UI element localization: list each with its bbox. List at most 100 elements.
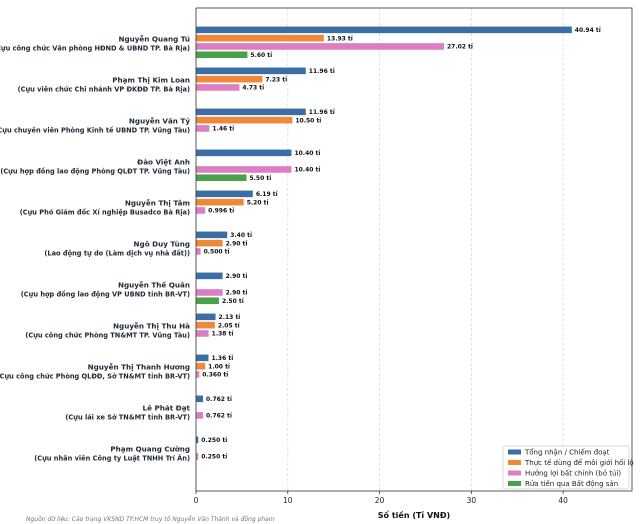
data-label: 10.50 tỉ [295,117,321,124]
category-name: Phạm Thị Kim Loan [112,75,190,84]
bar [196,190,253,198]
data-label: 0.762 tỉ [206,396,232,403]
legend-label: Thực tế dùng để môi giới hối lộ [524,458,634,467]
category-name: Nguyễn Quang Tú [118,34,190,43]
x-tick-label: 40 [558,496,568,505]
data-label: 0.996 tỉ [208,208,234,215]
data-label: 1.38 tỉ [212,331,234,338]
x-axis-label: Số tiền (Tỉ VNĐ) [378,510,450,520]
x-tick-label: 20 [375,496,385,505]
category-role: (Cựu chuyên viên Phòng Kinh tế UBND TP. … [0,125,190,134]
data-label: 3.40 tỉ [230,232,252,239]
category-name: Nguyễn Thị Thu Hà [113,321,190,330]
legend-swatch [508,470,521,476]
data-label: 11.96 tỉ [309,109,335,116]
data-label: 10.40 tỉ [294,167,320,174]
bar [196,453,199,460]
data-label: 2.90 tỉ [226,240,248,247]
x-tick-label: 30 [467,496,477,505]
data-label: 2.50 tỉ [222,298,244,305]
bar [196,239,223,247]
data-label: 27.02 tỉ [447,44,473,51]
data-label: 0.250 tỉ [201,454,227,461]
data-label: 6.19 tỉ [256,191,278,198]
bar [196,108,306,116]
bar [196,149,292,157]
bar [196,297,219,305]
bar [196,125,210,132]
category-labels: Nguyễn Quang Tú(Cựu công chức Văn phòng … [0,34,191,462]
data-labels: 40.94 tỉ 13.93 tỉ 27.02 tỉ 5.60 tỉ 11.96 tỉ 7… [201,27,600,461]
bar [196,412,203,419]
data-label: 13.93 tỉ [327,35,353,42]
bar [196,321,215,329]
data-label: 4.73 tỉ [242,85,264,92]
bar [196,51,248,59]
bars [196,26,572,460]
legend-label: Rửa tiền qua Bất động sản [525,480,618,488]
bar [196,75,263,83]
legend-swatch [508,481,521,486]
data-label: 1.36 tỉ [211,355,233,362]
legend-box [502,445,630,490]
bar [196,313,216,321]
data-label: 2.05 tỉ [218,322,240,329]
legend-label: Tổng nhận / Chiếm đoạt [524,448,610,457]
legend-swatch [508,449,521,455]
x-tick-label: 10 [283,496,293,505]
category-role: (Lao động tự do (Làm dịch vụ nhà đất)) [44,249,190,257]
data-label: 2.90 tỉ [226,273,248,280]
data-label: 0.500 tỉ [204,249,230,256]
bar [196,26,572,34]
category-role: (Cựu nhân viên Công ty Luật TNHH Trí Ân) [34,453,190,462]
plot-frame [195,7,633,492]
category-role: (Cựu công chức Phòng QLĐĐ, Sở TN&MT tỉnh… [0,372,190,380]
data-label: 40.94 tỉ [575,27,601,34]
category-role: (Cựu viên chức Chi nhánh VP ĐKĐĐ TP. Bà … [18,85,190,93]
category-name: Nguyễn Văn Tỷ [129,116,190,125]
legend-label: Hưởng lợi bất chính (bỏ túi) [525,470,621,478]
bar [196,43,445,50]
data-label: 1.00 tỉ [208,363,230,370]
category-role: (Cựu hợp đồng lao động Phòng QLĐT TP. Vũ… [0,167,190,175]
category-name: Nguyễn Thị Thanh Hương [88,362,190,371]
category-name: Nguyễn Thị Tâm [125,198,190,207]
bar [196,198,244,206]
bar [196,231,228,239]
bar [196,84,240,91]
data-label: 2.13 tỉ [219,314,241,321]
category-name: Lê Phát Đạt [143,403,191,412]
bar [196,395,203,403]
category-role: (Cựu Phó Giám đốc Xí nghiệp Busadco Bà R… [20,207,190,216]
category-role: (Cựu hợp đồng lao động VP UBND tỉnh BR-V… [21,290,190,298]
data-label: 0.250 tỉ [201,437,227,444]
data-label: 11.96 tỉ [309,68,335,75]
data-label: 0.360 tỉ [202,372,228,379]
data-label: 0.762 tỉ [206,413,232,420]
bar [196,67,306,75]
bar [196,289,223,296]
bar [196,362,206,370]
data-label: 5.20 tỉ [247,199,269,206]
data-label: 7.23 tỉ [265,76,287,83]
data-label: 10.40 tỉ [294,150,320,157]
data-label: 5.60 tỉ [250,52,272,59]
bar [196,34,324,42]
bar [196,436,199,444]
category-name: Phạm Quang Cường [110,444,190,453]
data-label: 5.50 tỉ [249,175,271,182]
data-label: 2.90 tỉ [226,290,248,297]
x-axis: 0 10 20 30 40 [194,7,633,505]
x-tick-label: 0 [194,496,199,505]
category-role: (Cựu công chức Văn phòng HĐND & UBND TP.… [0,44,190,52]
data-label: 1.46 tỉ [212,126,234,133]
bar [196,248,201,255]
category-name: Đào Việt Anh [137,157,190,166]
category-name: Ngô Duy Tùng [134,239,190,248]
bar [196,272,223,280]
category-name: Nguyễn Thế Quân [118,280,190,289]
bar [196,116,293,124]
bar [196,330,209,337]
